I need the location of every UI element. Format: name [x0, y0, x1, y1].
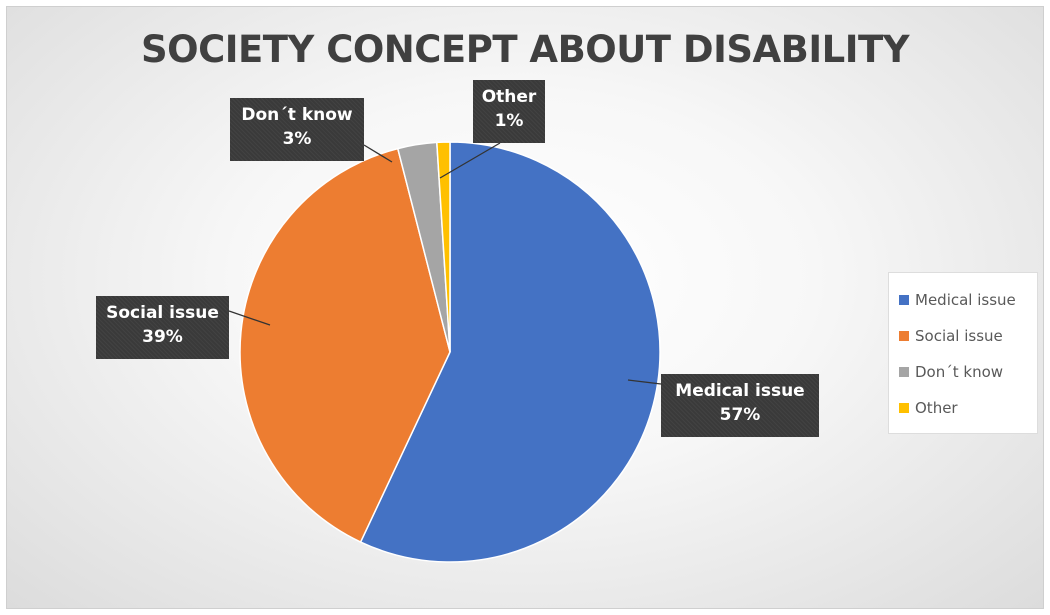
pie-slice-social-issue: [239, 147, 451, 544]
legend-swatch: [899, 403, 909, 413]
legend-label: Don´t know: [915, 363, 1004, 381]
legend-swatch: [899, 367, 909, 377]
data-label-dont-know: Don´t know 3%: [230, 98, 364, 161]
chart-title: SOCIETY CONCEPT ABOUT DISABILITY: [140, 28, 910, 71]
pie-slice-other: [436, 141, 451, 353]
leader-line-social-issue: [228, 310, 271, 326]
data-label-name: Don´t know: [241, 105, 353, 125]
data-label-name: Social issue: [106, 303, 219, 323]
legend-entry-social-issue: Social issue: [899, 318, 1037, 354]
data-label-name: Medical issue: [675, 381, 805, 401]
data-label-value: 1%: [494, 111, 524, 131]
legend: Medical issue Social issue Don´t know Ot…: [888, 272, 1038, 434]
legend-swatch: [899, 331, 909, 341]
leader-line-dont-know: [363, 144, 393, 163]
data-label-value: 3%: [282, 129, 312, 149]
legend-label: Social issue: [915, 327, 1003, 345]
data-label-value: 57%: [719, 405, 761, 425]
legend-label: Medical issue: [915, 291, 1016, 309]
legend-swatch: [899, 295, 909, 305]
legend-entry-medical-issue: Medical issue: [899, 282, 1037, 318]
data-label-other: Other 1%: [473, 80, 545, 143]
leader-line-medical-issue: [627, 379, 662, 385]
data-label-value: 39%: [142, 327, 183, 347]
legend-entry-dont-know: Don´t know: [899, 354, 1037, 390]
data-label-name: Other: [481, 87, 537, 107]
legend-label: Other: [915, 399, 958, 417]
pie-slice-medical-issue: [359, 141, 661, 563]
data-label-social-issue: Social issue 39%: [96, 296, 229, 359]
data-label-medical-issue: Medical issue 57%: [661, 374, 819, 437]
legend-entry-other: Other: [899, 390, 1037, 426]
leader-line-other: [439, 142, 501, 179]
